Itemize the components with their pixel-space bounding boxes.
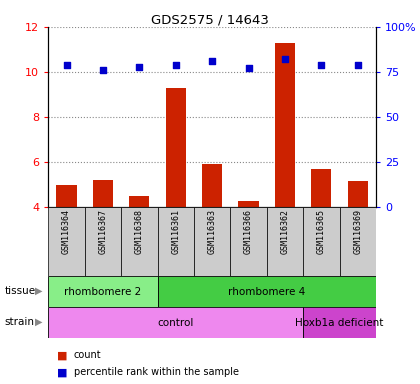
Point	[172, 62, 179, 68]
Point	[354, 62, 361, 68]
Point	[209, 58, 215, 64]
Bar	[311, 169, 331, 207]
Bar	[303, 207, 339, 276]
Text: GSM116361: GSM116361	[171, 209, 180, 255]
Text: control: control	[158, 318, 194, 328]
Bar	[57, 185, 76, 207]
Bar	[85, 207, 121, 276]
Point	[136, 63, 143, 70]
Bar	[202, 164, 222, 207]
Point	[245, 65, 252, 71]
Text: ■: ■	[57, 367, 67, 377]
Bar	[48, 307, 303, 338]
Text: count: count	[74, 350, 101, 360]
Point	[281, 56, 288, 63]
Bar	[158, 276, 376, 307]
Bar	[275, 43, 295, 207]
Text: Hoxb1a deficient: Hoxb1a deficient	[295, 318, 384, 328]
Text: GSM116364: GSM116364	[62, 209, 71, 255]
Bar	[303, 307, 376, 338]
Bar	[230, 207, 267, 276]
Text: GSM116363: GSM116363	[207, 209, 217, 255]
Bar	[48, 207, 85, 276]
Text: rhombomere 4: rhombomere 4	[228, 287, 305, 297]
Text: GSM116366: GSM116366	[244, 209, 253, 255]
Text: strain: strain	[4, 317, 34, 327]
Bar	[165, 88, 186, 207]
Text: GSM116369: GSM116369	[353, 209, 362, 255]
Text: GSM116367: GSM116367	[98, 209, 108, 255]
Bar	[348, 181, 368, 207]
Point	[318, 62, 325, 68]
Text: ▶: ▶	[35, 317, 42, 327]
Text: rhombomere 2: rhombomere 2	[64, 287, 142, 297]
Text: GSM116368: GSM116368	[135, 209, 144, 255]
Point	[63, 62, 70, 68]
Text: GDS2575 / 14643: GDS2575 / 14643	[151, 13, 269, 26]
Text: ■: ■	[57, 350, 67, 360]
Text: GSM116362: GSM116362	[281, 209, 289, 255]
Bar	[239, 200, 259, 207]
Text: GSM116365: GSM116365	[317, 209, 326, 255]
Point	[100, 67, 106, 73]
Text: tissue: tissue	[4, 286, 35, 296]
Text: ▶: ▶	[35, 286, 42, 296]
Bar	[194, 207, 230, 276]
Bar	[158, 207, 194, 276]
Bar	[339, 207, 376, 276]
Bar	[48, 276, 158, 307]
Bar	[93, 180, 113, 207]
Bar	[129, 196, 150, 207]
Text: percentile rank within the sample: percentile rank within the sample	[74, 367, 239, 377]
Bar	[121, 207, 158, 276]
Bar	[267, 207, 303, 276]
